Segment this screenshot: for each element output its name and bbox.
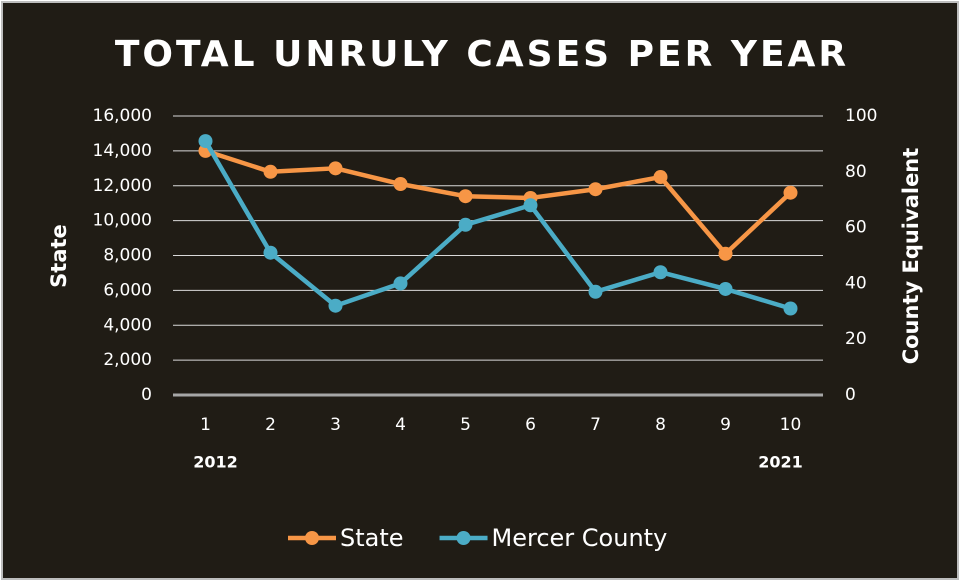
data-point xyxy=(783,301,798,316)
y2-tick-label: 100 xyxy=(845,106,877,126)
data-point xyxy=(393,276,408,291)
y-tick-label: 8,000 xyxy=(103,246,152,266)
data-point xyxy=(523,198,538,213)
data-point xyxy=(458,217,473,232)
legend-marker xyxy=(305,531,319,545)
x-tick-label: 8 xyxy=(655,415,666,435)
annotation: 2021 xyxy=(758,453,803,472)
x-tick-label: 1 xyxy=(200,415,211,435)
data-point xyxy=(588,182,603,197)
data-point xyxy=(458,189,473,204)
x-tick-label: 6 xyxy=(525,415,536,435)
y2-tick-label: 80 xyxy=(845,162,867,182)
data-point xyxy=(783,185,798,200)
y-tick-label: 12,000 xyxy=(93,176,152,196)
data-point xyxy=(328,298,343,313)
annotation: 2012 xyxy=(193,453,238,472)
y-axis-label: State xyxy=(47,224,71,288)
y-tick-label: 2,000 xyxy=(103,350,152,370)
x-tick-label: 10 xyxy=(780,415,802,435)
data-point xyxy=(198,134,213,149)
y-tick-label: 0 xyxy=(141,385,152,405)
data-point xyxy=(263,245,278,260)
x-tick-label: 7 xyxy=(590,415,601,435)
x-tick-label: 5 xyxy=(460,415,471,435)
data-point xyxy=(653,265,668,280)
data-point xyxy=(263,164,278,179)
chart-title: TOTAL UNRULY CASES PER YEAR xyxy=(115,34,849,75)
y-tick-label: 16,000 xyxy=(93,106,152,126)
legend-label: Mercer County xyxy=(492,524,668,552)
data-point xyxy=(328,161,343,176)
y-tick-label: 4,000 xyxy=(103,315,152,335)
data-point xyxy=(653,170,668,185)
y2-axis-label: County Equivalent xyxy=(899,148,923,365)
data-point xyxy=(718,246,733,261)
y-tick-label: 14,000 xyxy=(93,141,152,161)
x-tick-label: 2 xyxy=(265,415,276,435)
x-tick-label: 3 xyxy=(330,415,341,435)
y-tick-label: 6,000 xyxy=(103,280,152,300)
legend-label: State xyxy=(340,524,404,552)
data-point xyxy=(588,284,603,299)
x-tick-label: 9 xyxy=(720,415,731,435)
y2-tick-label: 0 xyxy=(845,385,856,405)
series-line xyxy=(204,148,793,257)
y2-tick-label: 40 xyxy=(845,273,867,293)
legend-marker xyxy=(456,531,471,545)
y2-tick-label: 60 xyxy=(845,218,867,238)
y-tick-label: 10,000 xyxy=(93,211,152,231)
data-point xyxy=(393,177,408,192)
series-line xyxy=(203,139,792,311)
y2-tick-label: 20 xyxy=(845,329,867,349)
x-tick-label: 4 xyxy=(395,415,406,435)
data-point xyxy=(718,281,733,296)
